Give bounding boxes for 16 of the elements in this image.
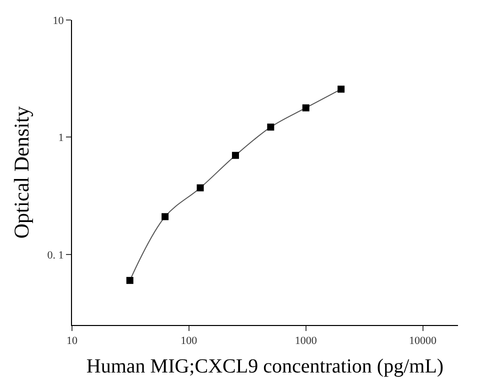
- y-tick-label: 10: [52, 14, 64, 27]
- x-tick-label: 10: [66, 335, 78, 348]
- point: [338, 86, 345, 93]
- y-tick-label: 0. 1: [47, 249, 64, 262]
- point: [162, 213, 169, 220]
- point: [126, 276, 134, 284]
- point: [232, 152, 239, 159]
- x-tick-label: 1000: [294, 335, 318, 348]
- y-axis-title: Optical Density: [9, 106, 34, 239]
- x-tick-label: 100: [180, 335, 198, 348]
- point: [267, 124, 274, 131]
- x-tick-label: 10000: [409, 335, 438, 348]
- point: [302, 104, 310, 112]
- y-tick-label: 1: [58, 132, 64, 144]
- x-axis-title: Human MIG;CXCL9 concentration (pg/mL): [86, 356, 444, 378]
- point: [196, 184, 204, 192]
